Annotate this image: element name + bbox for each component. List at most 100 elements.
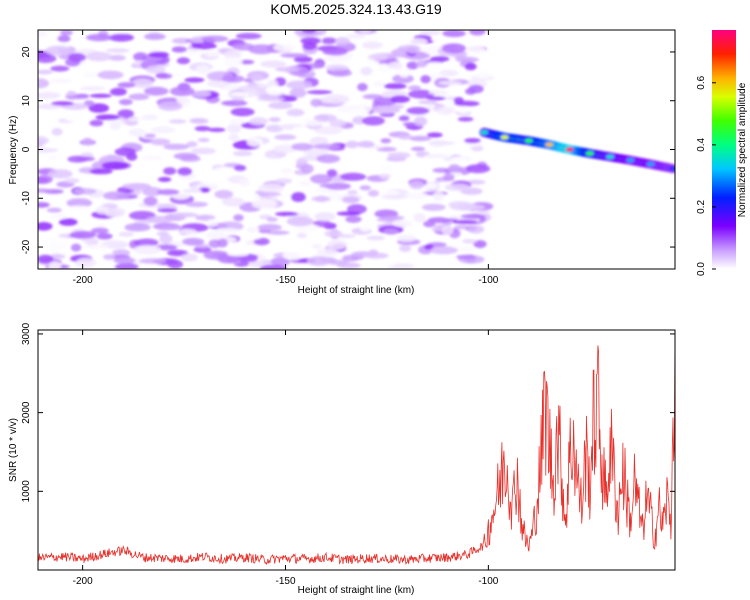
noise-blob	[214, 166, 234, 174]
noise-blob	[357, 83, 368, 92]
noise-blob	[113, 257, 136, 264]
noise-blob	[464, 138, 481, 144]
noise-blob	[60, 30, 73, 36]
noise-blob	[68, 52, 87, 62]
noise-blob	[323, 94, 350, 104]
noise-blob	[49, 214, 68, 220]
bottom-y-axis-label: SNR (10 * v/v)	[8, 418, 19, 482]
noise-blob	[91, 227, 109, 234]
noise-blob	[256, 96, 285, 102]
noise-blob	[38, 31, 48, 37]
noise-blob	[167, 249, 189, 257]
noise-blob	[79, 86, 106, 91]
noise-blob	[441, 225, 454, 236]
noise-blob	[361, 116, 385, 126]
noise-blob	[229, 91, 249, 97]
chart-title: KOM5.2025.324.13.43.G19	[270, 1, 441, 17]
noise-blob	[149, 138, 171, 146]
track-point	[524, 138, 533, 143]
noise-blob	[405, 44, 421, 54]
noise-blob	[409, 180, 424, 190]
noise-blob	[175, 97, 190, 103]
noise-blob	[38, 188, 53, 193]
noise-blob	[189, 118, 209, 124]
noise-blob	[124, 223, 151, 232]
noise-blob	[441, 43, 466, 54]
noise-blob	[158, 73, 173, 79]
noise-blob	[257, 224, 282, 231]
noise-blob	[203, 250, 229, 260]
noise-blob	[191, 42, 217, 50]
noise-blob	[249, 117, 269, 126]
track-point	[646, 162, 655, 167]
noise-blob	[380, 138, 392, 144]
noise-blob	[257, 191, 282, 197]
noise-blob	[89, 93, 112, 98]
noise-blob	[204, 49, 221, 58]
colorbar-tick-label: 0.2	[696, 200, 707, 214]
noise-blob	[121, 199, 137, 209]
noise-blob	[413, 212, 426, 223]
noise-blob	[179, 228, 197, 235]
noise-blob	[292, 126, 308, 134]
noise-blob	[408, 38, 428, 45]
noise-blob	[191, 90, 211, 98]
noise-blob	[316, 154, 341, 164]
noise-blob	[286, 80, 313, 90]
noise-blob	[82, 137, 93, 146]
noise-blob	[464, 62, 477, 71]
noise-blob	[454, 55, 468, 62]
noise-blob	[457, 204, 486, 211]
x-tick-label: -200	[73, 275, 93, 286]
noise-blob	[383, 215, 405, 220]
noise-blob	[297, 181, 312, 187]
noise-blob	[377, 63, 391, 73]
noise-blob	[214, 189, 234, 199]
noise-blob	[306, 90, 333, 95]
noise-blob	[409, 135, 432, 142]
noise-blob	[402, 122, 417, 127]
noise-blob	[406, 107, 430, 115]
noise-blob	[224, 57, 243, 67]
noise-blob	[264, 152, 278, 159]
noise-blob	[197, 137, 210, 143]
noise-blob	[460, 213, 486, 219]
noise-blob	[448, 164, 461, 172]
y-tick-label: 20	[21, 46, 32, 58]
noise-blob	[258, 183, 284, 193]
noise-blob	[476, 210, 490, 215]
noise-blob	[109, 122, 121, 130]
noise-blob	[108, 33, 134, 42]
noise-blob	[381, 194, 408, 200]
noise-blob	[282, 250, 304, 260]
top-y-axis-label: Frequency (Hz)	[8, 116, 19, 185]
noise-blob	[182, 188, 203, 193]
noise-blob	[157, 189, 180, 196]
top-x-axis-label: Height of straight line (km)	[298, 285, 415, 296]
noise-blob	[452, 219, 478, 224]
noise-blob	[250, 74, 264, 82]
noise-blob	[64, 112, 86, 122]
noise-blob	[428, 141, 456, 146]
noise-blob	[118, 231, 134, 237]
noise-blob	[48, 261, 62, 269]
noise-blob	[119, 68, 138, 75]
noise-blob	[134, 238, 159, 247]
noise-blob	[45, 235, 65, 242]
noise-blob	[367, 189, 380, 197]
noise-blob	[173, 152, 198, 160]
noise-blob	[171, 46, 187, 53]
noise-blob	[65, 178, 80, 184]
noise-blob	[275, 66, 300, 72]
noise-blob	[202, 179, 226, 186]
noise-blob	[200, 35, 229, 43]
noise-blob	[387, 152, 411, 159]
noise-blob	[86, 51, 112, 62]
noise-blob	[464, 46, 486, 55]
noise-blob	[325, 64, 349, 72]
noise-blob	[233, 150, 253, 157]
noise-blob	[38, 54, 57, 63]
noise-blob	[296, 232, 308, 239]
noise-blob	[401, 255, 414, 263]
x-tick-label: -150	[275, 576, 295, 587]
